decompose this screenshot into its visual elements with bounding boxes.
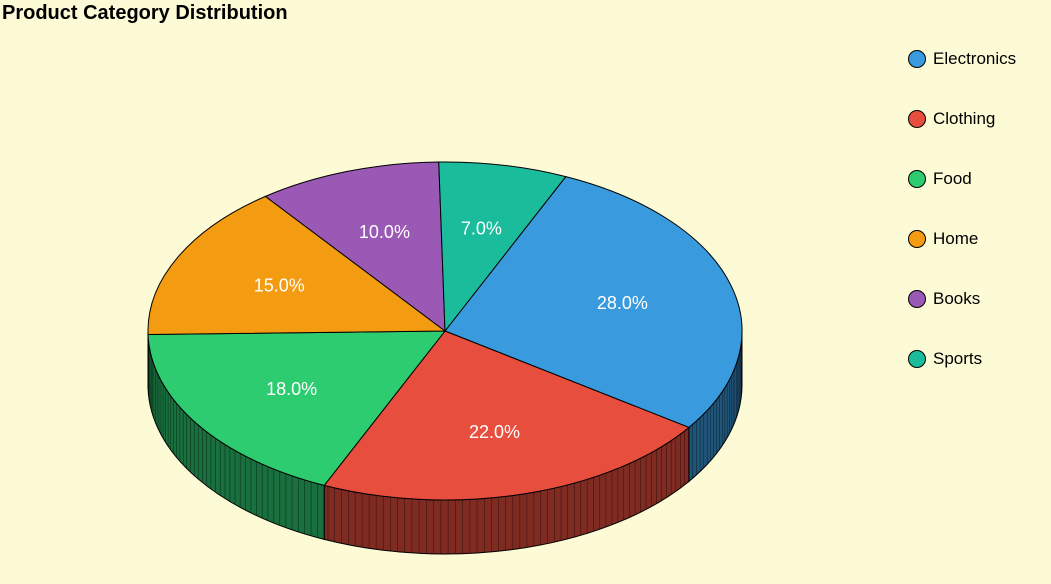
legend-label: Sports bbox=[933, 349, 983, 368]
slice-label-clothing: 22.0% bbox=[469, 422, 520, 442]
pie-slice-clothing[interactable] bbox=[323, 330, 690, 501]
slice-label-food: 18.0% bbox=[266, 379, 317, 399]
pie-slice-books[interactable] bbox=[264, 161, 446, 333]
pie-slice-electronics[interactable] bbox=[444, 176, 743, 429]
pie-slice-sports[interactable] bbox=[438, 161, 567, 333]
pie-top bbox=[147, 161, 743, 501]
slice-label-electronics: 28.0% bbox=[597, 293, 648, 313]
legend-item-clothing[interactable]: Clothing bbox=[908, 108, 1016, 130]
legend-swatch bbox=[908, 350, 926, 368]
slice-label-books: 10.0% bbox=[359, 222, 410, 242]
legend-label: Electronics bbox=[933, 49, 1017, 68]
legend-item-sports[interactable]: Sports bbox=[908, 348, 1016, 370]
legend-label: Clothing bbox=[933, 109, 996, 128]
legend-label: Home bbox=[933, 229, 979, 248]
pie-slice-food[interactable] bbox=[147, 330, 447, 486]
chart-title: Product Category Distribution bbox=[2, 2, 288, 24]
legend-label: Books bbox=[933, 289, 981, 308]
legend-swatch bbox=[908, 290, 926, 308]
legend-swatch bbox=[908, 110, 926, 128]
legend: Electronics Clothing Food Home Books Sports bbox=[908, 48, 1016, 408]
legend-swatch bbox=[908, 50, 926, 68]
legend-item-electronics[interactable]: Electronics bbox=[908, 48, 1016, 70]
pie-labels: 28.0% 22.0% 18.0% 15.0% 10.0% 7.0% bbox=[254, 218, 648, 442]
legend-item-food[interactable]: Food bbox=[908, 168, 1016, 190]
legend-item-books[interactable]: Books bbox=[908, 288, 1016, 310]
legend-swatch bbox=[908, 170, 926, 188]
slice-label-sports: 7.0% bbox=[461, 218, 502, 238]
slice-label-home: 15.0% bbox=[254, 275, 305, 295]
legend-swatch bbox=[908, 230, 926, 248]
pie-slice-home[interactable] bbox=[147, 195, 447, 336]
legend-item-home[interactable]: Home bbox=[908, 228, 1016, 250]
legend-label: Food bbox=[933, 169, 972, 188]
